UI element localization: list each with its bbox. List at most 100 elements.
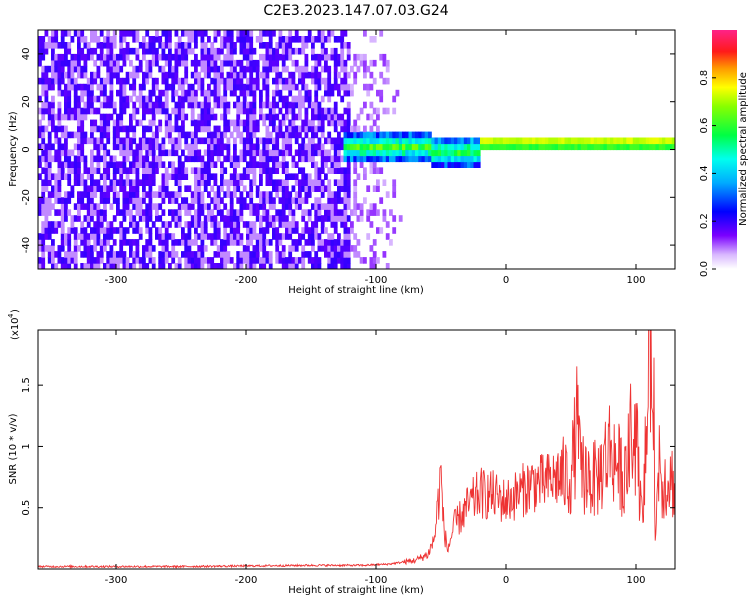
spectrogram-cell — [220, 167, 224, 174]
spectrogram-cell — [262, 59, 267, 67]
spectrogram-cell — [226, 119, 231, 127]
spectrogram-cell — [298, 191, 302, 198]
spectrogram-cell — [181, 101, 185, 109]
spectrogram-cell — [77, 149, 81, 157]
spectrogram-cell — [353, 119, 358, 127]
spectrogram-cell — [353, 137, 358, 145]
spectrogram-cell — [356, 149, 361, 157]
spectrogram-cell — [288, 257, 293, 264]
spectrogram-cell — [252, 233, 257, 240]
spectrogram-cell — [210, 42, 215, 49]
spectrogram-cell — [363, 167, 367, 174]
spectrogram-cell — [96, 185, 101, 192]
spectrogram-cell — [454, 155, 458, 163]
spectrogram-cell — [148, 71, 153, 79]
spectrogram-cell — [389, 239, 393, 246]
spectrogram-cell — [161, 233, 166, 240]
spectrogram-cell — [411, 149, 416, 157]
spectrogram-cell — [220, 65, 224, 73]
spectrogram-cell — [340, 42, 345, 49]
spectrogram-cell — [138, 101, 143, 109]
spectrogram-cell — [385, 149, 390, 157]
spectrogram-cell — [346, 215, 351, 222]
spectrogram-cell — [51, 143, 55, 151]
spectrogram-cell — [106, 233, 111, 240]
spectrogram-cell — [93, 221, 98, 228]
spectrogram-cell — [145, 155, 150, 163]
spectrogram-cell — [197, 203, 202, 210]
spectrogram-cell — [194, 197, 198, 204]
spectrogram-cell — [320, 119, 325, 127]
spectrogram-cell — [60, 215, 65, 222]
spectrogram-cell — [343, 233, 348, 240]
spectrogram-cell — [223, 125, 228, 133]
spectrogram-cell — [129, 221, 133, 228]
spectrogram-cell — [249, 65, 254, 73]
spectrogram-cell — [135, 191, 140, 198]
spectrogram-cell — [327, 155, 332, 163]
spectrogram-cell — [385, 65, 390, 73]
spectrogram-cell — [281, 179, 286, 186]
spectrogram-cell — [194, 59, 198, 67]
spectrogram-cell — [265, 215, 270, 222]
spectrogram-cell — [83, 191, 88, 198]
spectrogram-cell — [132, 167, 137, 174]
spectrogram-cell — [38, 245, 42, 252]
spectrogram-cell — [119, 167, 124, 174]
spectrogram-cell — [116, 251, 120, 258]
spectrogram-cell — [119, 209, 124, 216]
spectrogram-cell — [86, 77, 91, 85]
spectrogram-cell — [109, 89, 114, 97]
spectrogram-cell — [54, 179, 59, 186]
spectrogram-cell — [125, 53, 130, 61]
spectrogram-cell — [236, 36, 241, 43]
spectrogram-cell — [148, 173, 153, 180]
spectrogram-cell — [54, 30, 59, 37]
spectrogram-cell — [135, 53, 140, 61]
spectrogram-cell — [489, 143, 494, 151]
spectrogram-cell — [200, 155, 205, 163]
spectrogram-cell — [213, 221, 218, 228]
spectrogram-cell — [47, 167, 52, 174]
spectrogram-cell — [125, 47, 130, 55]
spectrogram-cell — [395, 155, 400, 163]
spectrogram-cell — [265, 197, 270, 204]
spectrogram-cell — [320, 239, 325, 246]
spectrogram-cell — [369, 161, 374, 168]
spectrogram-cell — [597, 143, 601, 151]
spectrogram-cell — [327, 245, 332, 252]
spectrogram-cell — [311, 143, 315, 151]
spectrogram-cell — [135, 257, 140, 264]
spectrogram-cell — [77, 215, 81, 222]
spectrogram-cell — [145, 191, 150, 198]
spectrogram-cell — [184, 71, 189, 79]
spectrogram-cell — [359, 161, 364, 168]
spectrogram-cell — [197, 125, 202, 133]
spectrogram-cell — [389, 137, 393, 145]
spectrogram-cell — [57, 185, 62, 192]
colorbar-tick-label: 0.4 — [699, 165, 710, 181]
spectrogram-cell — [38, 77, 42, 85]
spectrogram-cell — [220, 173, 224, 180]
spectrogram-cell — [112, 119, 117, 127]
spectrogram-cell — [535, 137, 540, 145]
spectrogram-cell — [272, 221, 276, 228]
spectrogram-cell — [249, 125, 254, 133]
spectrogram-cell — [265, 42, 270, 49]
spectrogram-cell — [194, 137, 198, 145]
spectrogram-cell — [145, 245, 150, 252]
spectrogram-cell — [294, 125, 299, 133]
spectrogram-cell — [509, 137, 514, 145]
spectrogram-cell — [333, 239, 338, 246]
spectrogram-cell — [298, 233, 302, 240]
spectrogram-cell — [145, 209, 150, 216]
spectrogram-cell — [571, 137, 575, 145]
spectrogram-cell — [213, 95, 218, 103]
spectrogram-cell — [275, 167, 280, 174]
spectrogram-cell — [395, 143, 400, 151]
spectrogram-cell — [203, 227, 208, 234]
spectrogram-cell — [54, 125, 59, 133]
spectrogram-cell — [207, 71, 211, 79]
spectrogram-cell — [86, 107, 91, 115]
spectrogram-cell — [359, 131, 364, 139]
